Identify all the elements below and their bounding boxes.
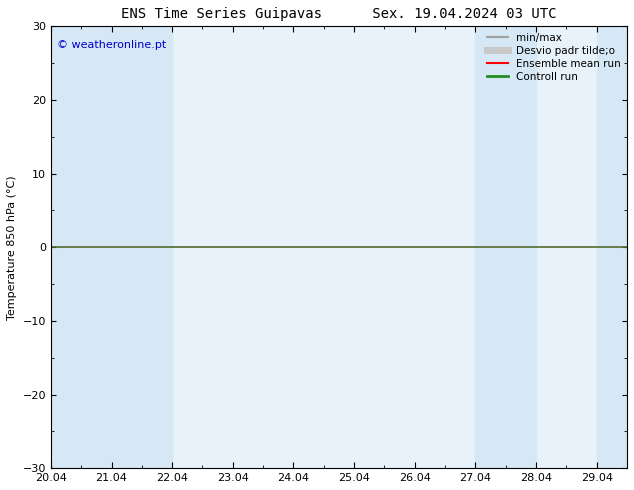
Bar (112, 26, 172, 468)
Bar (597, 26, 634, 468)
Title: ENS Time Series Guipavas      Sex. 19.04.2024 03 UTC: ENS Time Series Guipavas Sex. 19.04.2024… (121, 7, 557, 21)
Y-axis label: Temperature 850 hPa (°C): Temperature 850 hPa (°C) (7, 175, 17, 319)
Legend: min/max, Desvio padr tilde;o, Ensemble mean run, Controll run: min/max, Desvio padr tilde;o, Ensemble m… (482, 28, 625, 86)
Bar (51, 26, 112, 468)
Bar (476, 26, 536, 468)
Text: © weatheronline.pt: © weatheronline.pt (56, 40, 166, 49)
